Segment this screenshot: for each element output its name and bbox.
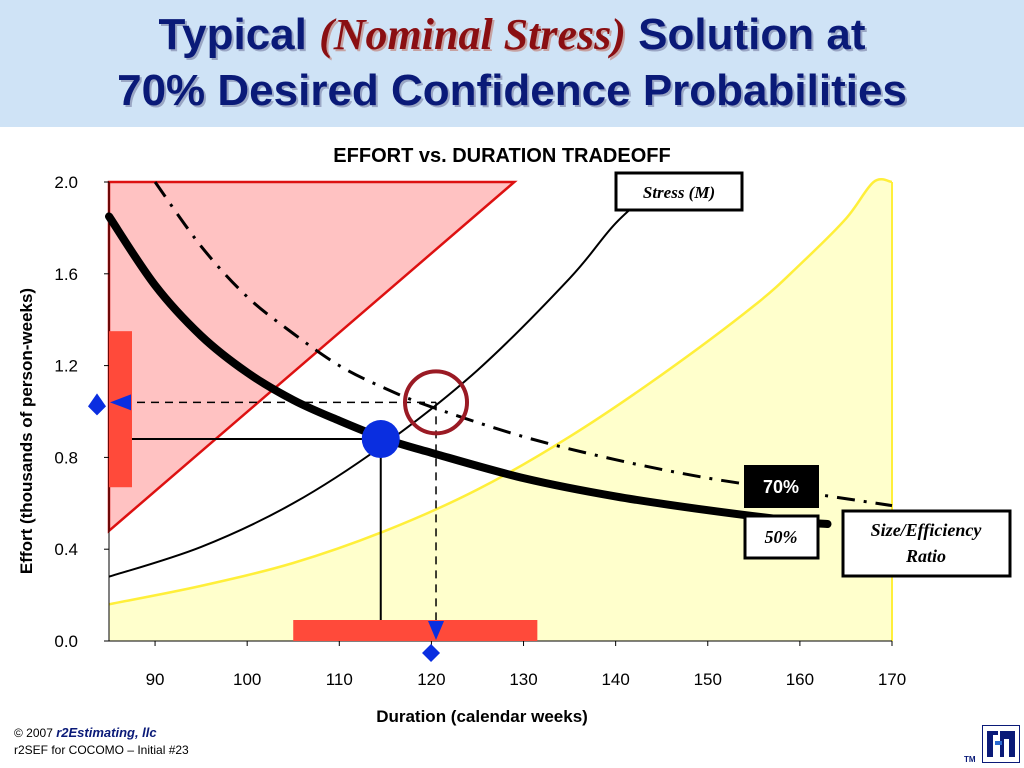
title-suffix: Solution at — [625, 10, 866, 59]
x-tick-label: 90 — [146, 670, 165, 689]
y-tick-label: 0.0 — [54, 632, 78, 651]
p50-label: 50% — [765, 527, 798, 547]
copyright-text: © 2007 — [14, 726, 57, 740]
p70-label-box — [744, 465, 819, 508]
ratio-label-line-1: Size/Efficiency — [871, 520, 983, 540]
company-brand: r2Estimating, llc — [56, 725, 157, 740]
title-banner: Typical (Nominal Stress) Solution at 70%… — [0, 0, 1024, 127]
x-tick-label: 160 — [786, 670, 814, 689]
duration-range-bar — [293, 620, 538, 641]
effort-arrow-marker — [110, 394, 131, 411]
x-tick-label: 110 — [326, 670, 353, 689]
y-tick-label: 1.6 — [54, 265, 78, 284]
yellow-feasible-region — [109, 179, 892, 641]
x-tick-label: 170 — [878, 670, 906, 689]
ratio-label-line-2: Ratio — [905, 546, 946, 566]
chart-title: EFFORT vs. DURATION TRADEOFF — [333, 145, 670, 167]
infeasible-region — [107, 180, 518, 534]
stress-label-box — [614, 171, 744, 212]
x-tick-label: 150 — [694, 670, 722, 689]
y-tick-label: 0.8 — [54, 448, 78, 467]
x-tick-label: 120 — [417, 670, 445, 689]
title-nominal-stress: (Nominal Stress) — [319, 10, 626, 59]
p50-label-box — [743, 514, 820, 560]
page-title-line-1: Typical (Nominal Stress) Solution at — [0, 10, 1024, 60]
y-tick-label: 1.2 — [54, 357, 78, 376]
x-tick-label: 140 — [601, 670, 629, 689]
x-tick-label: 100 — [233, 670, 261, 689]
page-title-line-2: 70% Desired Confidence Probabilities — [117, 66, 907, 115]
duration-diamond-marker — [422, 644, 441, 662]
yellow-boundary-curve — [108, 178, 893, 606]
curve-stress-m — [108, 181, 663, 578]
stress-label: Stress (M) — [643, 183, 715, 202]
footer-slide-reference: r2SEF for COCOMO – Initial #23 — [14, 743, 189, 757]
y-tick-label: 2.0 — [54, 173, 78, 192]
y-axis-title: Effort (thousands of person-weeks) — [17, 288, 36, 574]
effort-range-bar — [109, 331, 132, 488]
ratio-label-box — [841, 509, 1012, 578]
confidence-highlight-circle — [403, 369, 470, 436]
curve-70-percent — [153, 181, 893, 508]
p70-label: 70% — [763, 477, 799, 497]
y-tick-label: 0.4 — [54, 540, 78, 559]
company-logo-icon — [982, 725, 1020, 763]
footer-copyright: © 2007 r2Estimating, llc — [14, 725, 157, 740]
x-tick-label: 130 — [509, 670, 537, 689]
title-prefix: Typical — [158, 10, 320, 59]
solution-point — [361, 420, 400, 459]
duration-arrow-marker — [428, 621, 445, 640]
trademark-mark: TM — [964, 755, 976, 764]
effort-diamond-marker — [88, 393, 106, 416]
x-axis-title: Duration (calendar weeks) — [376, 707, 588, 726]
